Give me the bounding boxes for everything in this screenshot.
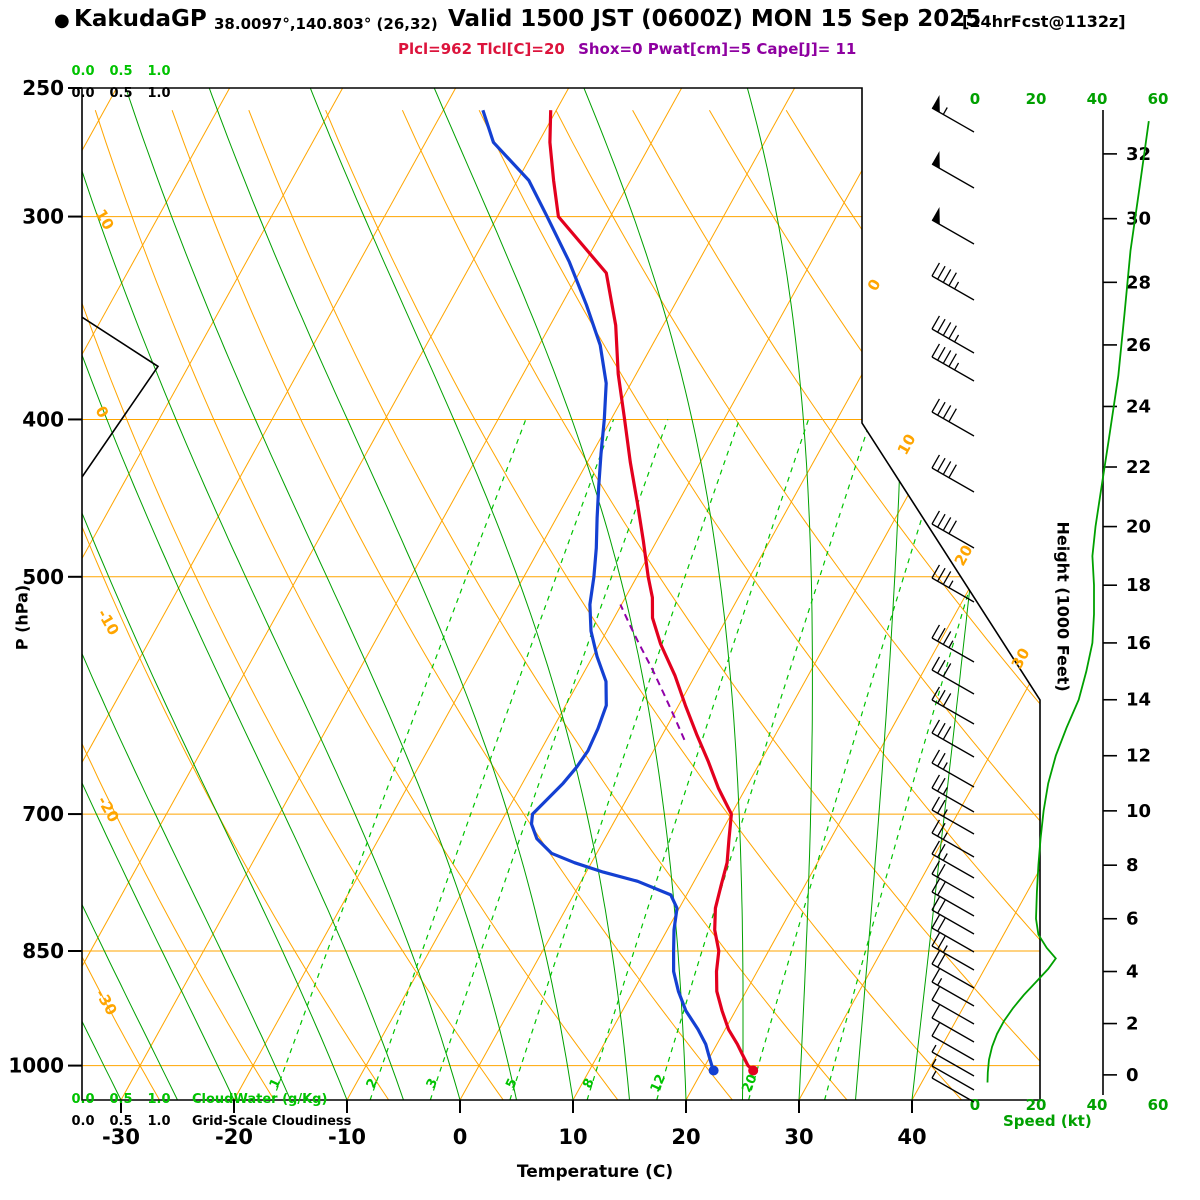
svg-text:4: 4 — [1126, 962, 1139, 983]
svg-text:60: 60 — [1148, 1096, 1169, 1114]
pressure-axis-title: P (hPa) — [12, 584, 32, 651]
surface-temp-dot — [748, 1065, 759, 1076]
cloudwater-scale-bottom: 0.0 0.5 1.0 CloudWater (g/Kg) — [64, 1092, 327, 1107]
profile-curves — [82, 109, 759, 1076]
svg-text:0: 0 — [1126, 1065, 1139, 1086]
scale-tick: 0.0 — [71, 1114, 95, 1129]
cloudwater-scale-top: 0.0 0.5 1.0 — [64, 64, 178, 79]
svg-text:-30: -30 — [92, 986, 121, 1018]
scale-tick: 1.0 — [147, 86, 171, 101]
svg-text:20: 20 — [1026, 90, 1047, 108]
svg-text:1000: 1000 — [8, 1054, 64, 1078]
plot-border — [81, 87, 1041, 1101]
scale-tick: 0.0 — [71, 64, 95, 79]
scale-tick: 1.0 — [147, 1092, 171, 1107]
station-bullet-icon: ● — [54, 10, 70, 31]
svg-text:8: 8 — [580, 1076, 597, 1091]
temperature-axis-title: Temperature (C) — [516, 1162, 674, 1182]
svg-text:8: 8 — [1126, 855, 1139, 876]
params-lcl: Plcl=962 Tlcl[C]=20 — [398, 40, 565, 58]
svg-text:40: 40 — [1087, 90, 1108, 108]
cloudiness-scale-bottom: 0.0 0.5 1.0 Grid-Scale Cloudiness — [64, 1114, 351, 1129]
svg-text:400: 400 — [22, 407, 64, 431]
cloudiness-scale-top: 0.0 0.5 1.0 — [64, 86, 178, 101]
scale-tick: 0.5 — [109, 1114, 133, 1129]
svg-text:0: 0 — [92, 403, 113, 421]
svg-text:10: 10 — [1126, 801, 1151, 822]
svg-text:40: 40 — [1087, 1096, 1108, 1114]
svg-text:12: 12 — [648, 1072, 669, 1095]
svg-text:3: 3 — [424, 1076, 441, 1091]
svg-text:0: 0 — [970, 1096, 980, 1114]
svg-text:14: 14 — [1126, 690, 1151, 711]
svg-text:250: 250 — [22, 76, 64, 100]
svg-text:-20: -20 — [215, 1125, 253, 1149]
svg-text:22: 22 — [1126, 457, 1151, 478]
svg-text:28: 28 — [1126, 272, 1151, 293]
valid-time-title: Valid 1500 JST (0600Z) MON 15 Sep 2025 — [448, 6, 982, 32]
svg-text:20: 20 — [1126, 517, 1151, 538]
sounding-parameters: Plcl=962 Tlcl[C]=20 Shox=0 Pwat[cm]=5 Ca… — [398, 40, 856, 58]
cloudwater-legend-label: CloudWater (g/Kg) — [192, 1092, 328, 1107]
scale-tick: 0.5 — [109, 1092, 133, 1107]
scale-tick: 1.0 — [147, 1114, 171, 1129]
svg-text:20: 20 — [1026, 1096, 1047, 1114]
params-indices: Shox=0 Pwat[cm]=5 Cape[J]= 11 — [578, 40, 857, 58]
svg-text:16: 16 — [1126, 633, 1151, 654]
station-name: KakudaGP — [74, 6, 207, 32]
scale-tick: 0.5 — [109, 86, 133, 101]
cloudiness-curve — [82, 316, 160, 478]
height-axis-title: Height (1000 Feet) — [1053, 521, 1073, 692]
svg-text:12: 12 — [1126, 746, 1151, 767]
svg-text:2: 2 — [1126, 1014, 1139, 1035]
svg-text:30: 30 — [1008, 645, 1034, 672]
speed-axis-title: Speed (kt) — [1003, 1112, 1092, 1130]
svg-text:-30: -30 — [102, 1125, 140, 1149]
svg-text:-10: -10 — [328, 1125, 366, 1149]
svg-text:40: 40 — [897, 1125, 926, 1149]
svg-text:60: 60 — [1148, 90, 1169, 108]
svg-text:30: 30 — [1126, 209, 1151, 230]
svg-text:24: 24 — [1126, 396, 1151, 417]
svg-text:26: 26 — [1126, 335, 1151, 356]
grid-lines — [82, 88, 1040, 1100]
svg-text:500: 500 — [22, 565, 64, 589]
svg-text:10: 10 — [894, 431, 920, 458]
station-coords: 38.0097°,140.803° (26,32) — [214, 15, 438, 33]
svg-text:700: 700 — [22, 802, 64, 826]
forecast-tag: [24hrFcst@1132z] — [962, 12, 1126, 31]
svg-text:10: 10 — [558, 1125, 587, 1149]
surface-dewpoint-dot — [708, 1065, 719, 1076]
temperature-curve — [548, 110, 755, 1072]
svg-text:20: 20 — [739, 1072, 760, 1095]
svg-text:0: 0 — [864, 276, 885, 294]
svg-text:30: 30 — [784, 1125, 813, 1149]
wind-barbs — [931, 94, 975, 1103]
svg-text:300: 300 — [22, 205, 64, 229]
parcel-curve — [619, 604, 686, 741]
scale-tick: 0.0 — [71, 1092, 95, 1107]
wind-speed-curve — [986, 120, 1150, 1083]
dewpoint-curve — [481, 109, 716, 1072]
svg-text:20: 20 — [951, 542, 977, 569]
svg-text:20: 20 — [671, 1125, 700, 1149]
scale-tick: 0.5 — [109, 64, 133, 79]
svg-text:2: 2 — [364, 1076, 381, 1091]
svg-text:18: 18 — [1126, 575, 1151, 596]
scale-tick: 1.0 — [147, 64, 171, 79]
scale-tick: 0.0 — [71, 86, 95, 101]
svg-text:32: 32 — [1126, 144, 1151, 165]
svg-text:6: 6 — [1126, 909, 1139, 930]
svg-text:1: 1 — [267, 1076, 284, 1091]
svg-text:850: 850 — [22, 939, 64, 963]
cloudiness-legend-label: Grid-Scale Cloudiness — [192, 1114, 352, 1129]
svg-text:0: 0 — [453, 1125, 468, 1149]
svg-text:0: 0 — [970, 90, 980, 108]
